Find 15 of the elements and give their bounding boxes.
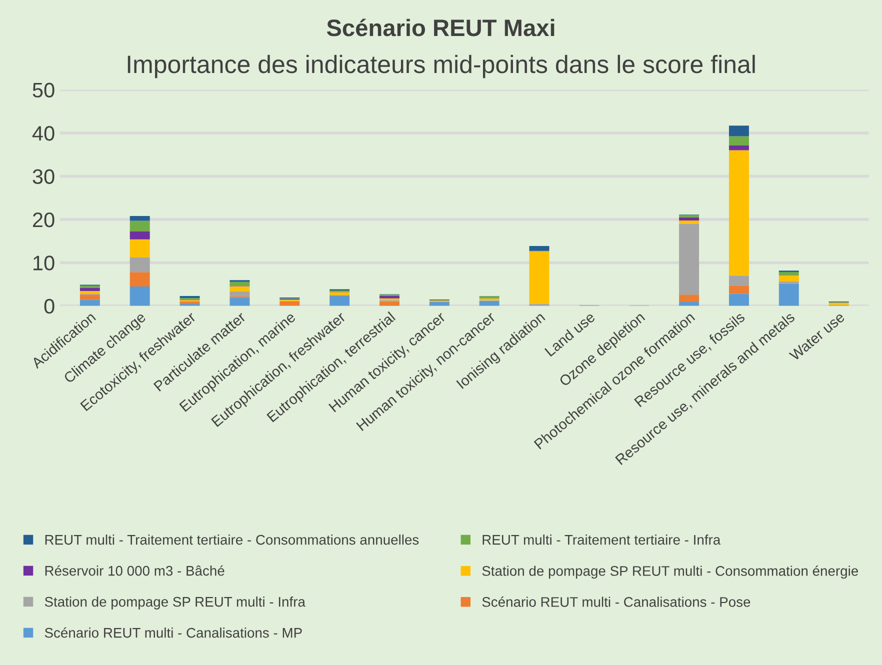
y-tick-label: 20 bbox=[32, 212, 54, 228]
y-tick-label: 40 bbox=[32, 126, 54, 141]
legend-label: Scénario REUT multi - Canalisations - Pose bbox=[482, 596, 750, 607]
legend-label: REUT multi - Traitement tertiaire - Infra bbox=[482, 534, 721, 545]
chart-title: Scénario REUT Maxi bbox=[326, 18, 554, 36]
y-tick-label: 30 bbox=[32, 169, 54, 184]
legend-label: Station de pompage SP REUT multi - Consommation énergie bbox=[482, 566, 858, 579]
legend-label: Réservoir 10 000 m3 - Bâché bbox=[45, 565, 224, 576]
y-tick-label: 10 bbox=[34, 256, 54, 270]
y-tick-label: 50 bbox=[32, 82, 54, 98]
chart-subtitle: Importance des indicateurs mid-points dans le score final bbox=[128, 54, 755, 78]
legend-label: Station de pompage SP REUT multi - Infra bbox=[44, 596, 306, 610]
legend-label: Scénario REUT multi - Canalisations - MP bbox=[44, 627, 302, 638]
legend-label: REUT multi - Traitement tertiaire - Consommations annuelles bbox=[45, 534, 419, 545]
y-tick-label: 0 bbox=[44, 298, 54, 314]
